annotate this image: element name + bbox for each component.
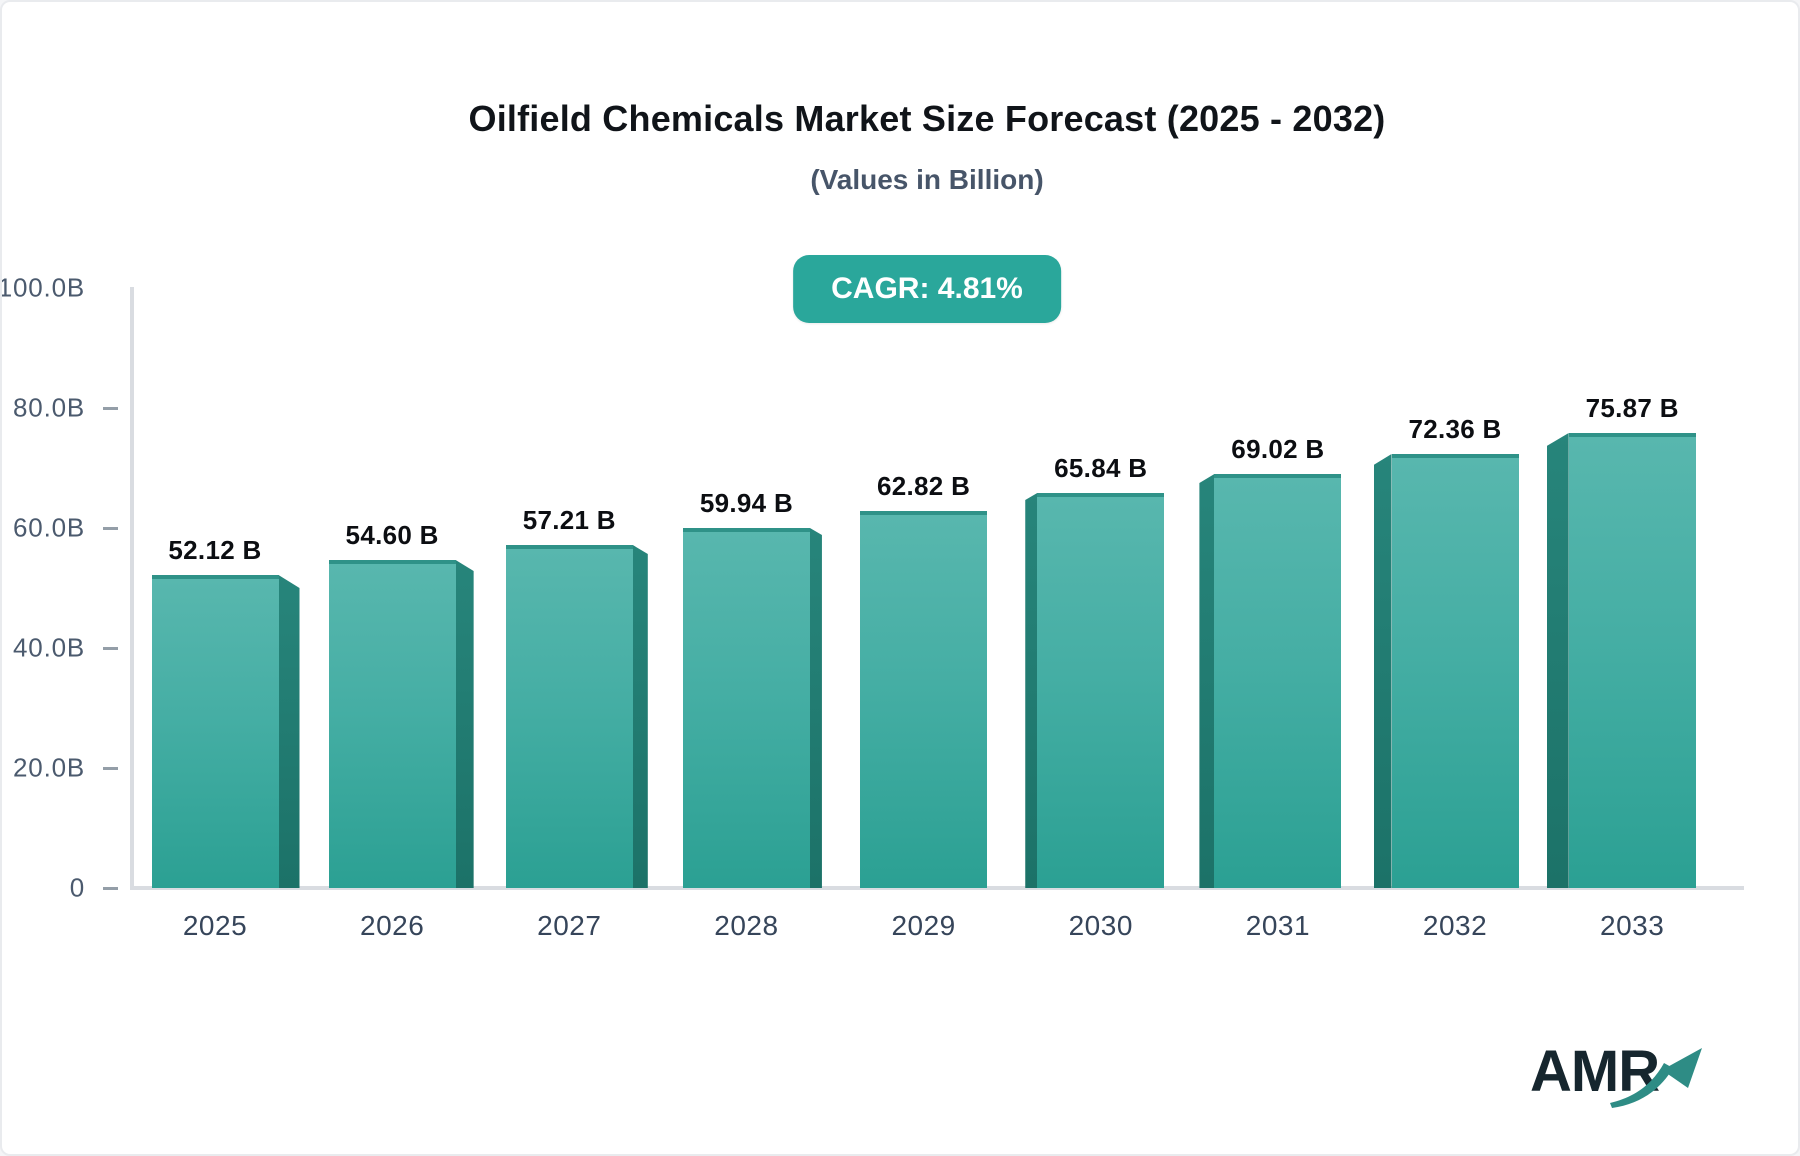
y-axis-label: 80.0B	[13, 392, 85, 423]
chart-title: Oilfield Chemicals Market Size Forecast …	[468, 98, 1386, 139]
bar-value-label: 52.12 B	[168, 535, 262, 565]
y-axis-label: 40.0B	[13, 632, 85, 663]
bar-side-face	[632, 545, 648, 888]
bar-2029[interactable]	[860, 511, 988, 888]
bar-2031[interactable]	[1214, 474, 1342, 888]
bar-value-label: 75.87 B	[1585, 393, 1679, 423]
bar-value-label: 72.36 B	[1408, 414, 1502, 444]
amr-logo: AMR	[1530, 1038, 1720, 1118]
bar-side-face	[1546, 433, 1569, 888]
bar-side-face	[455, 560, 474, 888]
x-axis-year-label: 2025	[182, 910, 248, 941]
bar-side-face	[278, 575, 300, 888]
chart-subtitle: (Values in Billion)	[810, 164, 1044, 195]
bar-side-face	[1025, 493, 1038, 888]
x-axis-year-label: 2028	[714, 910, 779, 941]
bar-value-label: 69.02 B	[1231, 434, 1325, 464]
x-axis-year-label: 2032	[1422, 910, 1488, 941]
bar-value-label: 62.82 B	[877, 471, 971, 501]
cagr-badge: CAGR: 4.81%	[793, 255, 1061, 323]
bar-2032[interactable]	[1391, 454, 1519, 888]
bar-side-face	[809, 528, 822, 888]
y-axis-label: 100.0B	[0, 272, 85, 303]
x-axis-year-label: 2026	[359, 910, 425, 941]
y-axis-tick	[103, 647, 118, 650]
bar-2025[interactable]	[151, 575, 279, 888]
y-axis-label: 20.0B	[13, 752, 85, 783]
bar-side-face	[1373, 454, 1392, 888]
y-axis-tick	[103, 767, 118, 770]
y-axis-tick	[103, 527, 118, 530]
bar-2026[interactable]	[328, 560, 456, 888]
bar-value-label: 59.94 B	[699, 488, 794, 518]
bar-side-face	[1199, 474, 1215, 888]
bar-2033[interactable]	[1568, 433, 1696, 888]
growth-arrow-icon	[1610, 1048, 1702, 1108]
bar-value-label: 54.60 B	[345, 520, 439, 550]
y-axis-line	[130, 287, 134, 890]
y-axis-label: 60.0B	[13, 512, 85, 543]
x-axis-line	[130, 886, 1744, 890]
bar-value-label: 57.21 B	[522, 505, 616, 535]
bar-2027[interactable]	[505, 545, 633, 888]
x-axis-year-label: 2033	[1600, 910, 1665, 941]
x-axis-year-label: 2030	[1068, 910, 1133, 941]
bar-2030[interactable]	[1037, 493, 1165, 888]
y-axis-tick	[103, 407, 118, 410]
bar-value-label: 65.84 B	[1054, 453, 1148, 483]
x-axis-year-label: 2029	[891, 910, 956, 941]
bar-2028[interactable]	[682, 528, 810, 888]
y-axis-tick	[103, 887, 118, 890]
x-axis-year-label: 2031	[1245, 910, 1311, 941]
x-axis-year-label: 2027	[537, 910, 602, 941]
y-axis-label: 0	[69, 872, 85, 903]
